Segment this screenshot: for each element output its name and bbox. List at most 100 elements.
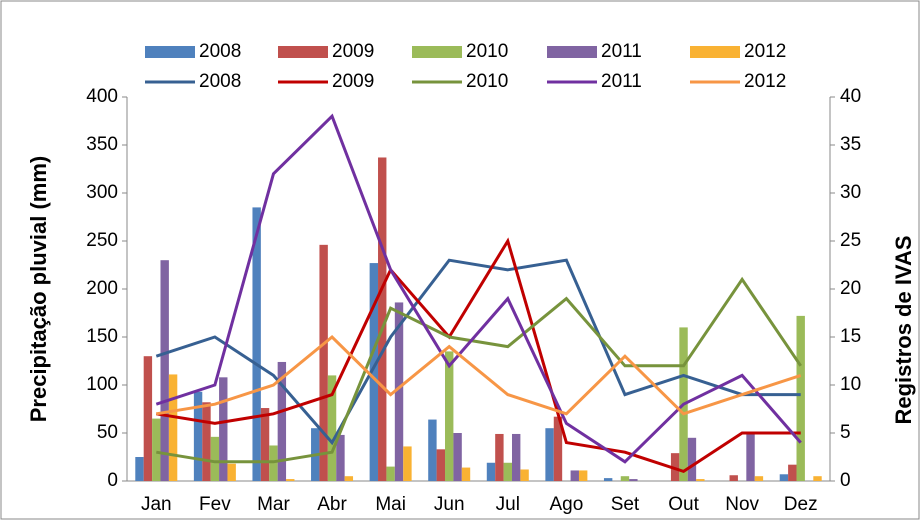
bar: [227, 463, 236, 481]
bar: [394, 302, 404, 481]
bar: [696, 479, 705, 481]
bar: [495, 433, 504, 481]
line: [155, 258, 801, 446]
y2-tick-label: 15: [840, 326, 861, 347]
y2-tick-label: 35: [840, 134, 861, 155]
y2-axis-title: Registros de IVAS: [891, 235, 916, 424]
bar: [378, 157, 387, 482]
bar: [386, 466, 395, 481]
legend-label: 2009: [332, 71, 374, 92]
bar: [193, 391, 203, 481]
x-tick-label: Out: [668, 494, 699, 515]
y2-tick-label: 40: [840, 86, 861, 107]
bar: [403, 446, 412, 481]
legend-label: 2008: [199, 41, 241, 62]
bar: [570, 470, 579, 481]
legend-swatch: [412, 46, 462, 58]
bar: [202, 402, 211, 481]
bar: [277, 361, 287, 481]
y2-tick-label: 10: [840, 374, 861, 395]
bar: [453, 433, 462, 481]
legend-label: 2011: [601, 71, 642, 92]
y-tick-label: 0: [107, 470, 118, 491]
legend-label: 2011: [601, 41, 642, 62]
y-tick-label: 300: [86, 182, 118, 203]
bar: [779, 474, 789, 481]
y-tick-label: 350: [86, 134, 118, 155]
y-tick-label: 400: [86, 86, 118, 107]
bar: [754, 476, 764, 481]
bar: [520, 469, 529, 481]
x-tick-label: Mar: [257, 494, 290, 515]
bar: [260, 408, 270, 481]
bar: [511, 433, 521, 481]
x-tick-label: Fev: [199, 494, 231, 515]
bar: [327, 375, 337, 481]
bar: [428, 419, 437, 481]
y2-tick-label: 5: [840, 422, 851, 443]
y-axis-title: Precipitação pluvial (mm): [26, 156, 51, 423]
bar: [486, 462, 496, 481]
bar: [286, 479, 295, 481]
x-tick-label: Abr: [317, 494, 347, 515]
bar: [620, 476, 630, 481]
y-tick-label: 200: [86, 278, 118, 299]
legend-label: 2008: [199, 71, 241, 92]
y-tick-label: 100: [86, 374, 118, 395]
legend-label: 2012: [744, 41, 786, 62]
x-tick-label: Jul: [496, 494, 520, 515]
bar: [168, 374, 178, 481]
bar: [629, 479, 638, 481]
legend-label: 2010: [466, 41, 508, 62]
bar: [160, 260, 169, 481]
x-tick-label: Set: [611, 494, 640, 515]
bar: [796, 315, 805, 481]
legend-swatch: [547, 46, 597, 58]
bar: [503, 462, 512, 481]
bar: [788, 464, 797, 481]
x-tick-label: Nov: [725, 494, 759, 515]
bar: [729, 475, 738, 481]
bar: [603, 478, 613, 481]
x-tick-label: Mai: [375, 494, 406, 515]
bar: [219, 377, 228, 481]
bar: [319, 244, 328, 481]
y-tick-label: 50: [97, 422, 118, 443]
x-tick-label: Jan: [141, 494, 172, 515]
legend-label: 2009: [332, 41, 374, 62]
bar: [578, 470, 588, 481]
y2-tick-label: 25: [840, 230, 861, 251]
legend-swatch: [145, 46, 195, 58]
bar: [336, 434, 345, 481]
y2-tick-label: 0: [840, 470, 851, 491]
bar: [461, 467, 471, 481]
y-tick-label: 150: [86, 326, 118, 347]
bar: [369, 263, 379, 481]
line: [156, 334, 802, 416]
x-tick-label: Ago: [549, 494, 583, 515]
bar: [813, 476, 822, 481]
bar: [553, 416, 563, 481]
y2-tick-label: 20: [840, 278, 861, 299]
line: [156, 237, 801, 474]
bar: [687, 437, 697, 481]
bar: [135, 457, 144, 481]
legend-swatch: [278, 46, 328, 58]
y-tick-label: 250: [86, 230, 118, 251]
bar: [143, 356, 153, 481]
bar: [252, 207, 261, 481]
bar: [344, 476, 354, 481]
legend-swatch: [690, 46, 740, 58]
legend-label: 2010: [466, 71, 508, 92]
bar: [545, 428, 554, 481]
bar: [210, 436, 220, 481]
legend-label: 2012: [744, 71, 786, 92]
x-tick-label: Jun: [434, 494, 465, 515]
bar: [436, 449, 446, 481]
y2-tick-label: 30: [840, 182, 861, 203]
bar: [152, 418, 161, 481]
line: [156, 276, 802, 464]
line: [155, 113, 802, 464]
x-tick-label: Dez: [784, 494, 818, 515]
